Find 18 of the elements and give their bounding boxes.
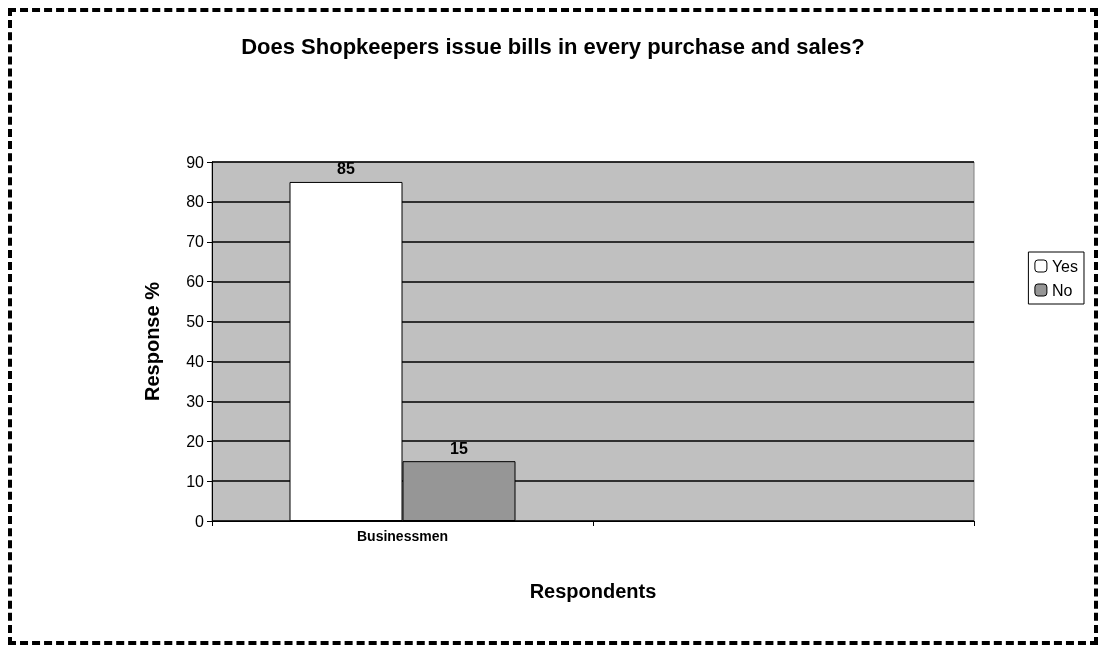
y-tick-label: 40 xyxy=(186,352,205,370)
y-tick-label: 30 xyxy=(186,392,205,410)
legend-label: Yes xyxy=(1051,257,1079,275)
x-axis-title: Respondents xyxy=(529,580,657,602)
data-label: 85 xyxy=(337,160,355,178)
y-tick-label: 10 xyxy=(186,472,205,490)
data-label: 15 xyxy=(450,439,468,457)
y-tick-label: 50 xyxy=(186,313,205,331)
legend-label: No xyxy=(1051,281,1073,299)
y-tick-label: 60 xyxy=(186,273,205,291)
y-tick-label: 20 xyxy=(186,432,205,450)
y-tick-label: 90 xyxy=(186,153,205,171)
y-tick-label: 70 xyxy=(186,233,205,251)
x-tick-label: Businessmen xyxy=(356,528,449,544)
y-tick-label: 80 xyxy=(186,193,205,211)
chart-title: Does Shopkeepers issue bills in every purchase and sales? xyxy=(241,33,865,59)
y-tick-label: 0 xyxy=(195,512,205,530)
y-axis-title: Response % xyxy=(141,281,163,401)
